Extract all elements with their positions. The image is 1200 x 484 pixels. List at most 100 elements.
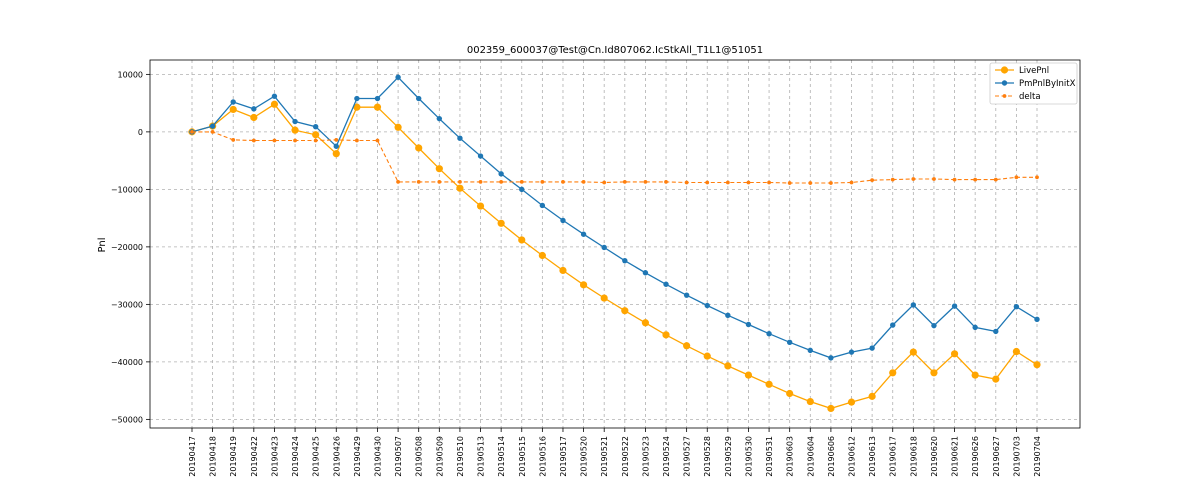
data-point xyxy=(210,129,215,134)
data-point xyxy=(519,186,525,193)
data-point xyxy=(538,251,546,260)
data-point xyxy=(911,177,916,181)
data-point xyxy=(972,324,978,331)
x-tick-label: 20190521 xyxy=(600,436,609,477)
data-point xyxy=(519,180,524,184)
data-point xyxy=(1035,175,1039,180)
series-livepnl xyxy=(188,100,1041,413)
data-point xyxy=(579,281,588,289)
data-point xyxy=(312,131,320,139)
data-point xyxy=(767,180,771,185)
data-point xyxy=(332,150,340,158)
data-point xyxy=(870,178,875,183)
data-point xyxy=(499,180,504,184)
x-tick-label: 20190423 xyxy=(270,436,279,477)
data-point xyxy=(559,266,567,275)
x-tick-label: 20190620 xyxy=(930,436,939,477)
data-point xyxy=(641,319,650,327)
x-tick-label: 20190606 xyxy=(827,436,836,477)
data-point xyxy=(765,380,773,388)
data-point xyxy=(703,352,711,360)
data-point xyxy=(539,202,546,209)
x-tick-label: 20190529 xyxy=(724,436,733,477)
x-tick-label: 20190531 xyxy=(765,436,774,477)
data-point xyxy=(374,95,381,102)
data-point xyxy=(415,144,423,152)
axes: 10000 0 −10000 −20000 −30000 −40000 −50000 2019… xyxy=(111,59,1081,477)
data-point xyxy=(436,115,443,122)
data-point xyxy=(394,123,402,131)
y-axis-label: Pnl xyxy=(97,238,108,253)
data-point xyxy=(932,177,936,181)
data-point xyxy=(1033,361,1041,369)
data-point xyxy=(664,180,668,184)
data-point xyxy=(950,350,959,358)
x-tick-label: 20190430 xyxy=(373,436,382,477)
data-point xyxy=(807,347,813,354)
x-tick-label: 20190603 xyxy=(786,436,795,477)
data-point xyxy=(293,138,297,143)
x-tick-label: 20190517 xyxy=(559,436,568,477)
series-pmpnlbyinitx xyxy=(189,74,1040,361)
data-point xyxy=(827,404,835,413)
data-point xyxy=(230,99,236,105)
data-point xyxy=(622,180,627,184)
data-point xyxy=(600,294,608,302)
x-tick-label: 20190509 xyxy=(435,436,444,477)
x-tick-label: 20190424 xyxy=(291,436,300,477)
data-point xyxy=(704,302,710,309)
x-tick-label: 20190508 xyxy=(415,436,424,477)
y-tick-label: −30000 xyxy=(111,300,143,309)
legend: LivePnl PmPnlByInitX delta xyxy=(989,62,1078,105)
data-point xyxy=(581,180,586,184)
legend-label: PmPnlByInitX xyxy=(1019,79,1076,89)
x-tick-label: 20190617 xyxy=(889,436,898,477)
x-tick-label: 20190422 xyxy=(250,436,259,477)
data-point xyxy=(231,138,236,142)
data-point xyxy=(786,339,793,346)
data-point xyxy=(766,331,772,337)
data-point xyxy=(992,375,1000,383)
x-tick-label: 20190516 xyxy=(538,436,547,477)
legend-swatch-marker xyxy=(1000,66,1009,74)
data-point xyxy=(663,281,669,287)
data-point xyxy=(373,103,382,111)
data-point xyxy=(705,180,710,185)
x-tick-label: 20190507 xyxy=(394,436,403,477)
data-point xyxy=(456,184,464,192)
data-point xyxy=(848,349,855,355)
data-point xyxy=(683,292,690,298)
data-point xyxy=(476,202,485,210)
data-point xyxy=(808,181,813,185)
x-tick-label: 20190419 xyxy=(229,436,238,477)
data-point xyxy=(190,129,194,134)
data-point xyxy=(437,180,442,184)
data-point xyxy=(829,181,833,185)
x-tick-label: 20190425 xyxy=(312,436,321,477)
data-point xyxy=(354,138,359,143)
data-point xyxy=(312,124,319,130)
grid xyxy=(150,60,1080,428)
data-point xyxy=(683,342,691,350)
legend-swatch-marker xyxy=(1001,80,1008,86)
legend-label: LivePnl xyxy=(1019,66,1049,76)
series-line xyxy=(191,103,1038,410)
data-point xyxy=(251,106,257,112)
data-point xyxy=(498,171,504,177)
data-point xyxy=(416,180,421,184)
y-tick-label: 0 xyxy=(138,128,143,137)
x-tick-label: 20190418 xyxy=(209,436,218,477)
data-point xyxy=(416,95,422,102)
data-point xyxy=(435,165,443,173)
data-point xyxy=(786,389,794,398)
x-tick-label: 20190429 xyxy=(353,436,362,477)
x-tick-label: 20190528 xyxy=(703,436,712,477)
data-point xyxy=(869,345,875,351)
data-point xyxy=(1012,347,1020,356)
data-point xyxy=(292,118,298,125)
data-point xyxy=(334,138,339,142)
data-point xyxy=(973,177,978,182)
data-point xyxy=(725,180,730,185)
data-point xyxy=(971,371,979,379)
